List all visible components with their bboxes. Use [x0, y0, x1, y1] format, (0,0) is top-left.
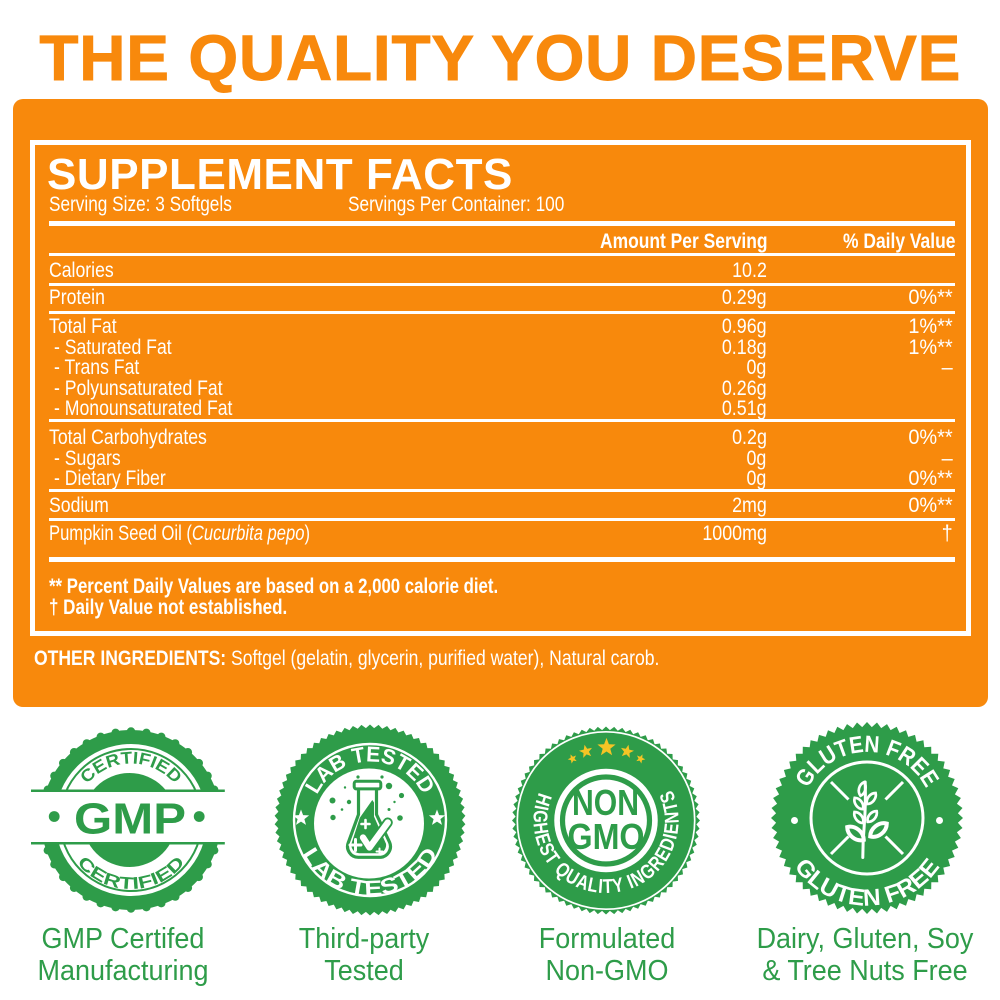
svg-text:GMO: GMO — [568, 816, 645, 857]
svg-text:GMP: GMP — [74, 795, 186, 844]
svg-text:NON: NON — [572, 782, 639, 823]
